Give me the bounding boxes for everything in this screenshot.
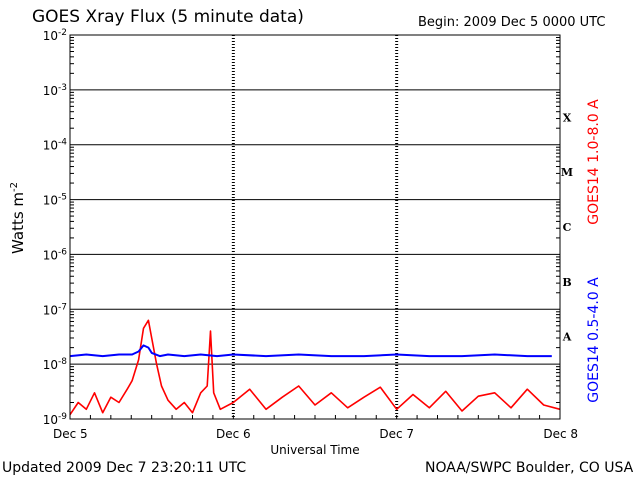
- flare-class-label: M: [561, 166, 573, 179]
- series-line-long: [69, 319, 561, 416]
- flare-class-label: B: [562, 276, 571, 289]
- x-tick-label: Dec 7: [379, 427, 414, 441]
- y-tick-label: 10-3: [43, 83, 67, 98]
- flare-class-label: A: [562, 331, 572, 344]
- y-axis-label-base: Watts m: [9, 192, 27, 254]
- credit-label: NOAA/SWPC Boulder, CO USA: [425, 460, 634, 476]
- updated-label: Updated 2009 Dec 7 23:20:11 UTC: [2, 460, 247, 476]
- y-tick-label: 10-2: [43, 28, 67, 43]
- plot-frame: [69, 34, 561, 420]
- y-axis-label-exponent: -2: [9, 182, 20, 192]
- y-tick-label: 10-7: [43, 302, 67, 317]
- x-tick-label: Dec 6: [216, 427, 251, 441]
- flare-class-label: X: [563, 111, 572, 124]
- legend-series-long: GOES14 1.0-8.0 A: [586, 99, 602, 225]
- series-layer: [69, 319, 561, 416]
- y-tick-label: 10-9: [43, 412, 68, 427]
- begin-label: Begin: 2009 Dec 5 0000 UTC: [418, 15, 606, 30]
- x-axis-label: Universal Time: [270, 443, 359, 457]
- y-axis-label: Watts m-2: [9, 182, 27, 254]
- legend-series-short: GOES14 0.5-4.0 A: [586, 277, 602, 403]
- y-tick-label: 10-5: [43, 193, 67, 208]
- x-tick-label: Dec 8: [543, 427, 578, 441]
- flare-class-label: C: [563, 221, 572, 234]
- y-tick-label: 10-4: [43, 138, 68, 153]
- series-line-short: [69, 344, 552, 358]
- grid-layer: [70, 35, 560, 419]
- y-tick-label: 10-6: [43, 247, 68, 262]
- chart-title: GOES Xray Flux (5 minute data): [32, 7, 304, 27]
- y-tick-label: 10-8: [43, 357, 68, 372]
- x-tick-label: Dec 5: [53, 427, 88, 441]
